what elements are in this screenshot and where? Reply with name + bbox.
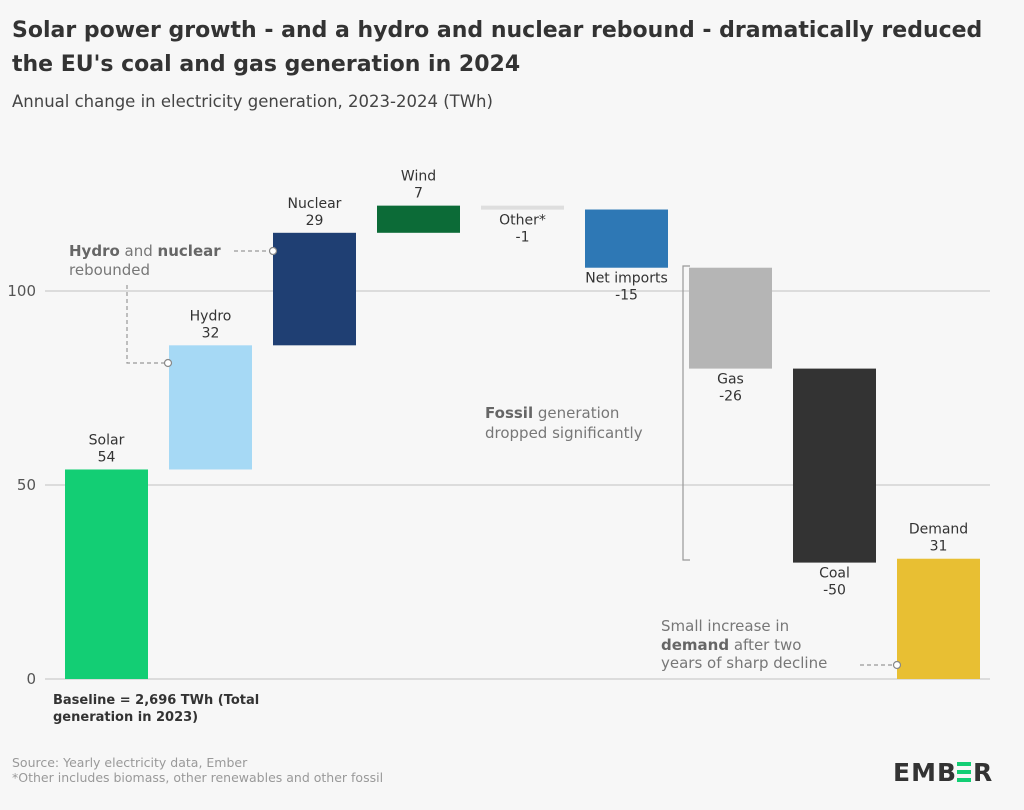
- category-label: Hydro: [190, 308, 232, 324]
- category-label: Coal: [819, 566, 850, 582]
- bar-wind: [377, 205, 460, 233]
- annotation-hydro-nuclear-line2: rebounded: [69, 261, 150, 279]
- bar-hydro: [169, 345, 252, 470]
- annotation-fossil: Fossil generation: [485, 404, 619, 422]
- ember-logo: EMB R: [893, 758, 992, 787]
- bar-coal: [793, 368, 876, 563]
- category-label: Demand: [909, 522, 968, 538]
- category-label: Gas: [717, 372, 744, 388]
- annotation-demand-line3: years of sharp decline: [661, 654, 827, 672]
- value-label: -26: [719, 389, 742, 405]
- chart-title-line1: Solar power growth - and a hydro and nuc…: [12, 18, 982, 43]
- chart-title-line2: the EU's coal and gas generation in 2024: [12, 52, 520, 77]
- bar-solar: [65, 469, 148, 679]
- fossil-bracket: [682, 265, 690, 561]
- footnote-text: *Other includes biomass, other renewable…: [12, 770, 383, 785]
- bar-gas: [689, 267, 772, 369]
- bar-nuclear: [273, 232, 356, 346]
- annotation-hydro-nuclear: Hydro and nuclear: [69, 242, 221, 260]
- category-label: Other*: [499, 213, 546, 229]
- annotation-demand-line1: Small increase in: [661, 617, 789, 635]
- annotation-demand-line2: demand after two: [661, 636, 801, 654]
- baseline-note-line1: Baseline = 2,696 TWh (Total: [53, 693, 259, 708]
- bar-demand: [897, 558, 980, 679]
- value-label: 32: [202, 325, 220, 341]
- category-label: Solar: [89, 432, 125, 448]
- chart-subtitle: Annual change in electricity generation,…: [12, 92, 493, 111]
- y-tick-label: 50: [17, 476, 36, 494]
- value-label: 7: [414, 186, 423, 202]
- annotation-fossil-line2: dropped significantly: [485, 424, 643, 442]
- value-label: 31: [930, 539, 948, 555]
- y-tick-label: 0: [26, 670, 36, 688]
- logo-e-bars-icon: [957, 762, 971, 782]
- source-text: Source: Yearly electricity data, Ember: [12, 755, 248, 770]
- value-label: -50: [823, 583, 846, 599]
- value-label: -15: [615, 288, 638, 304]
- category-label: Nuclear: [288, 196, 342, 212]
- category-label: Wind: [401, 169, 436, 185]
- svg-text:R: R: [973, 758, 992, 787]
- y-tick-label: 100: [7, 282, 36, 300]
- value-label: 54: [98, 449, 116, 465]
- value-label: 29: [306, 213, 324, 229]
- annotation-leaders: [126, 250, 894, 666]
- bar-net-imports: [585, 209, 668, 268]
- bar-other: [481, 205, 564, 210]
- value-label: -1: [516, 230, 530, 246]
- svg-text:EMB: EMB: [893, 758, 957, 787]
- annotation-dots: [163, 246, 902, 670]
- category-label: Net imports: [585, 271, 668, 287]
- baseline-note-line2: generation in 2023): [53, 710, 198, 725]
